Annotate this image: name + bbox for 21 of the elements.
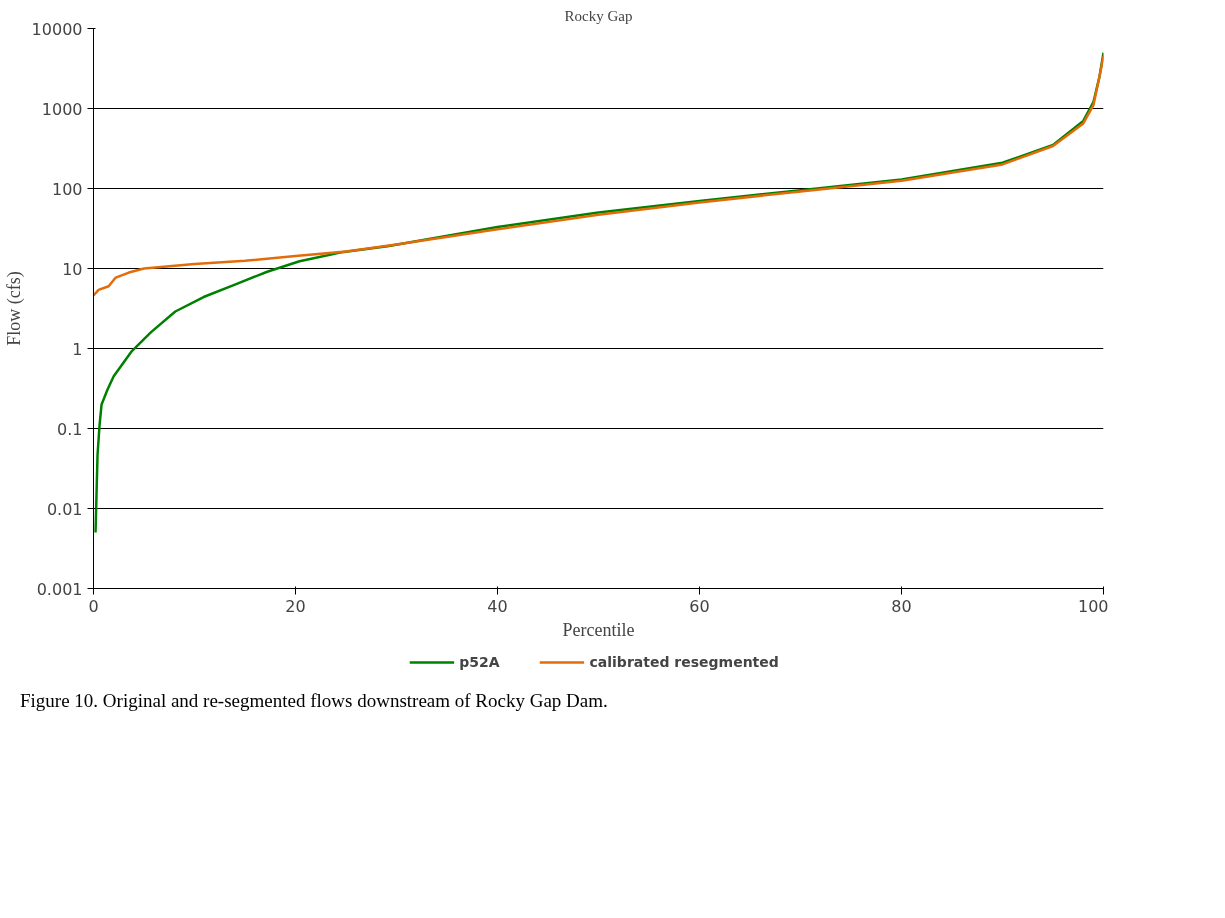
y-tick-label: 10000 [31,19,83,39]
x-tick-label: 100 [1077,596,1109,616]
legend-label: p52A [459,654,500,670]
x-tick-label: 60 [689,596,710,616]
y-tick-label: 100 [51,179,83,199]
y-tick-label: 1000 [41,99,83,119]
x-axis-title: Percentile [562,619,635,640]
y-tick-label: 0.01 [46,499,83,519]
caption: Figure 10. Original and re-segmented flows downstream of Rocky Gap Dam. [20,689,608,713]
x-tick-label: 40 [487,596,508,616]
y-tick-label: 0.1 [57,419,83,439]
y-tick-label: 10 [62,259,83,279]
y-tick-label: 0.001 [36,579,83,599]
y-tick-label: 1 [72,339,83,359]
chart-title: Rocky Gap [564,7,633,24]
y-axis-title: Flow (cfs) [3,271,25,346]
x-tick-label: 0 [88,596,99,616]
line-series [93,54,1104,297]
x-tick-label: 80 [891,596,912,616]
x-tick-label: 20 [285,596,306,616]
legend-label: calibrated resegmented [589,654,779,670]
